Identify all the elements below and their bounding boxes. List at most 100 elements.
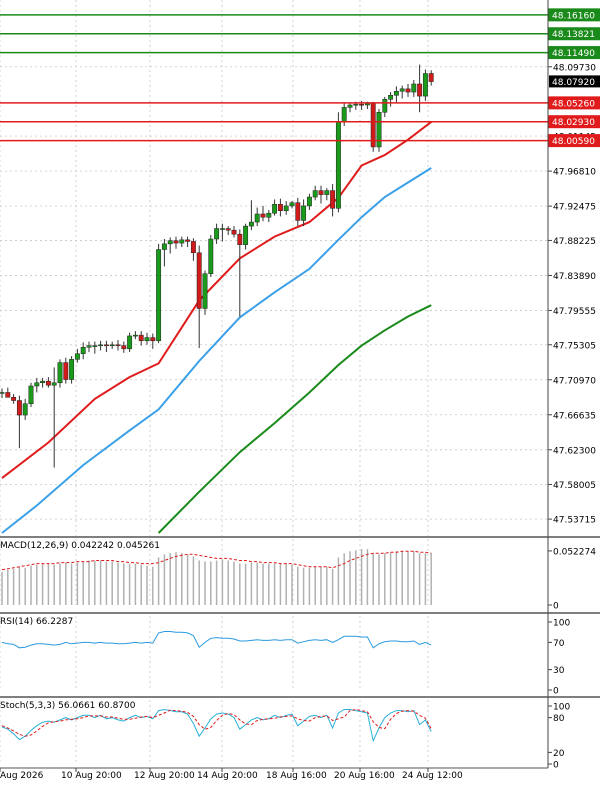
candle — [306, 193, 312, 210]
candle-body — [231, 229, 237, 235]
candle-body — [5, 392, 11, 398]
candle — [179, 236, 185, 248]
candle-body — [417, 83, 423, 97]
price-grid — [0, 0, 548, 537]
candle — [405, 83, 411, 97]
support-resistance-lines — [0, 14, 600, 142]
time-axis: Aug 2026 10 Aug 20:00 12 Aug 20:00 14 Aug 2… — [0, 768, 463, 781]
level-label-box — [548, 27, 600, 41]
time-tick-label: 24 Aug 12:00 — [402, 771, 463, 781]
current-price-box — [549, 75, 600, 88]
candle — [202, 270, 208, 315]
price-tick-label: 48.09730 — [553, 63, 596, 73]
axis-tick-label: 0 — [553, 602, 559, 612]
axis-tick-label: 0 — [553, 687, 559, 697]
candle-body — [156, 249, 162, 342]
stoch-title: Stoch(5,3,3) 56.0661 60.8700 — [0, 701, 136, 711]
candle-body — [272, 204, 278, 214]
candle — [388, 92, 394, 107]
candle-body — [353, 103, 359, 106]
candle — [428, 70, 434, 86]
time-tick-label: Aug 2026 — [0, 771, 44, 781]
candle — [150, 333, 156, 349]
candle-body — [219, 228, 225, 230]
price-tick-label: 47.62300 — [553, 446, 596, 456]
price-panel: 47.53715 47.58005 47.62300 47.66635 47.70970… — [0, 0, 600, 537]
candle-body — [277, 204, 283, 212]
candle — [92, 341, 98, 354]
candle-body — [330, 190, 336, 209]
candle-body — [283, 205, 289, 212]
candle — [5, 387, 11, 398]
candle-body — [0, 392, 5, 394]
candle-body — [138, 334, 144, 342]
candle — [11, 394, 17, 404]
candle-body — [260, 213, 266, 218]
axis-tick-label: 80 — [553, 714, 565, 724]
level-label-box — [548, 134, 600, 148]
candle — [161, 239, 167, 267]
candle — [138, 331, 144, 346]
candle-body — [341, 107, 347, 123]
rsi-axis: 100 70 30 0 — [548, 619, 570, 697]
candle — [185, 236, 191, 248]
candle-body — [243, 225, 249, 245]
candle — [254, 207, 260, 227]
candle — [208, 234, 214, 277]
candle — [121, 341, 127, 353]
candle-body — [11, 397, 17, 401]
candle — [103, 340, 109, 353]
candle-body — [411, 83, 417, 93]
candle-body — [127, 335, 133, 350]
candle-body — [376, 111, 382, 148]
candle — [214, 223, 220, 244]
axis-tick-label: 30 — [553, 666, 565, 676]
candle-body — [98, 344, 104, 347]
candle — [318, 185, 324, 204]
candle-body — [115, 344, 121, 347]
price-tick-label: 47.92475 — [553, 203, 596, 213]
candle-body — [173, 240, 179, 244]
candle-body — [40, 380, 46, 384]
candle — [399, 85, 405, 99]
rsi-panel: RSI(14) 66.2287 100 70 30 0 — [0, 613, 570, 697]
candle-body — [74, 353, 80, 360]
candle — [98, 340, 104, 351]
candle-body — [214, 228, 220, 240]
candle — [277, 198, 283, 217]
candle-body — [335, 121, 341, 209]
candle-body — [161, 243, 167, 250]
time-tick-label: 14 Aug 20:00 — [197, 771, 258, 781]
stoch-d-line — [1, 708, 432, 737]
candle-body — [248, 221, 254, 227]
macd-title: MACD(12,26,9) 0.042242 0.045261 — [0, 541, 160, 551]
time-tick-label: 20 Aug 16:00 — [334, 771, 395, 781]
candle — [417, 64, 423, 113]
time-tick-label: 10 Aug 20:00 — [61, 771, 122, 781]
candle — [28, 382, 34, 407]
candle-body — [318, 190, 324, 195]
candle-body — [144, 337, 150, 342]
candle — [63, 357, 69, 384]
candle-body — [266, 212, 272, 218]
candle — [393, 86, 399, 103]
price-tick-label: 47.75305 — [553, 341, 596, 351]
price-tick-label: 47.53715 — [553, 516, 596, 526]
candle-body — [225, 228, 231, 231]
candle-body — [388, 95, 394, 100]
candle-body — [202, 273, 208, 309]
candle — [231, 226, 237, 238]
moving-average-line — [1, 121, 432, 479]
candle-body — [92, 345, 98, 347]
axis-tick-label: 20 — [553, 749, 565, 759]
level-label: 48.13821 — [552, 30, 595, 40]
candle — [144, 332, 150, 345]
candle-body — [196, 252, 202, 309]
axis-tick-label: 70 — [553, 639, 565, 649]
rsi-line — [1, 631, 432, 649]
current-price-label: 48.07920 — [552, 78, 595, 88]
candle — [260, 205, 266, 222]
candle — [295, 197, 301, 227]
candle-body — [254, 213, 260, 223]
candle-body — [45, 380, 51, 386]
